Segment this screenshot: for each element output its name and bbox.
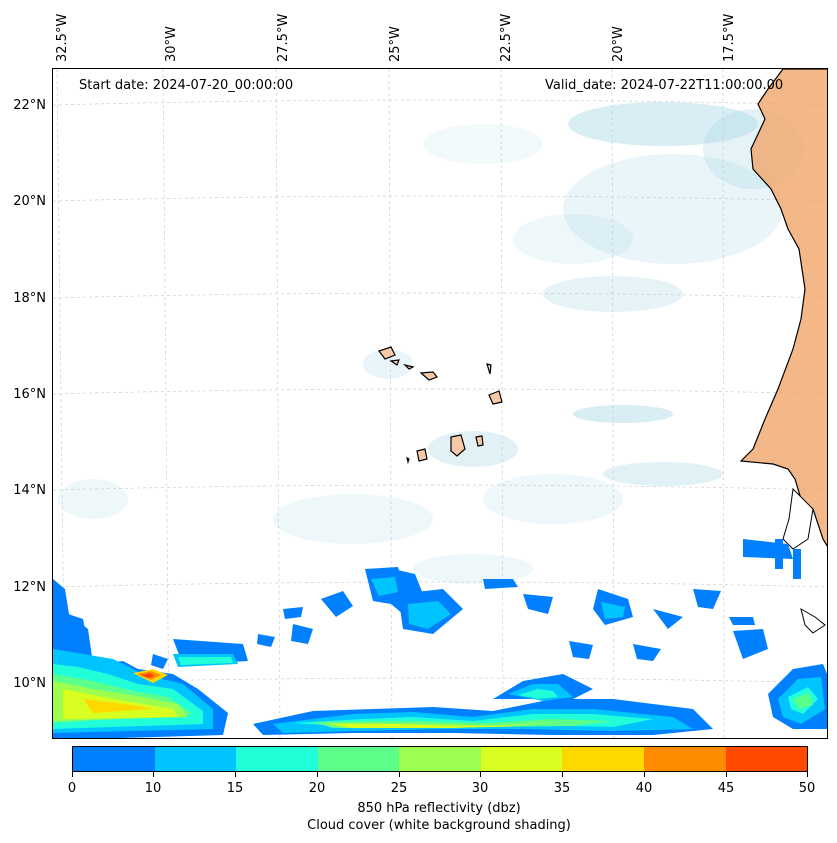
colorbar-title: 850 hPa reflectivity (dbz): [357, 801, 521, 816]
lat-label-22n: 22°N: [13, 98, 46, 113]
cloud-cover-shading: [58, 102, 803, 584]
colorbar-segment-10-15: [154, 747, 237, 771]
colorbar-tick-35: [562, 772, 563, 777]
cape-verde-islands: [378, 346, 503, 465]
lat-label-12n: 12°N: [13, 580, 46, 595]
colorbar-tick-10: [153, 772, 154, 777]
colorbar-label-25: 25: [390, 781, 408, 796]
colorbar-label-40: 40: [635, 781, 653, 796]
colorbar-label-45: 45: [717, 781, 735, 796]
map-panel: [52, 68, 828, 739]
colorbar-label-50: 50: [798, 781, 816, 796]
map-canvas: [53, 69, 827, 738]
colorbar-segment-20-25: [317, 747, 400, 771]
colorbar-label-15: 15: [226, 781, 244, 796]
lon-label-30w: 30°W: [164, 26, 179, 62]
africa-landmass: [739, 69, 827, 634]
colorbar-label-35: 35: [553, 781, 571, 796]
colorbar-tick-40: [644, 772, 645, 777]
lat-label-20n: 20°N: [13, 194, 46, 209]
colorbar-subtitle: Cloud cover (white background shading): [307, 818, 571, 833]
start-date-text: Start date: 2024-07-20_00:00:00: [79, 78, 294, 93]
colorbar-tick-30: [480, 772, 481, 777]
colorbar-tick-15: [235, 772, 236, 777]
lat-label-16n: 16°N: [13, 387, 46, 402]
colorbar-tick-20: [317, 772, 318, 777]
lon-label-22-5w: 22.5°W: [499, 13, 514, 62]
lat-label-14n: 14°N: [13, 483, 46, 498]
lon-label-27-5w: 27.5°W: [276, 13, 291, 62]
colorbar-label-30: 30: [471, 781, 489, 796]
colorbar-segment-40-45: [643, 747, 726, 771]
lat-label-10n: 10°N: [13, 676, 46, 691]
colorbar-tick-25: [399, 772, 400, 777]
colorbar-tick-0: [72, 772, 73, 777]
colorbar-segment-30-35: [480, 747, 563, 771]
colorbar-segment-0-10: [73, 747, 155, 771]
valid-date-text: Valid_date: 2024-07-22T11:00:00.00: [545, 78, 784, 93]
reflectivity-field: [53, 539, 827, 738]
colorbar-label-20: 20: [308, 781, 326, 796]
colorbar-label-0: 0: [67, 781, 77, 796]
colorbar-segment-45-50: [725, 747, 808, 771]
colorbar-label-10: 10: [144, 781, 162, 796]
colorbar-segment-25-30: [399, 747, 481, 771]
colorbar-segment-15-20: [236, 747, 318, 771]
lon-label-17-5w: 17.5°W: [722, 13, 737, 62]
lon-label-25w: 25°W: [388, 26, 403, 62]
lon-label-20w: 20°W: [611, 26, 626, 62]
lon-label-32-5w: 32.5°W: [55, 13, 70, 62]
lat-label-18n: 18°N: [13, 291, 46, 306]
colorbar-segment-35-40: [562, 747, 644, 771]
colorbar-tick-50: [807, 772, 808, 777]
reflectivity-colorbar: [72, 746, 808, 772]
colorbar-tick-45: [726, 772, 727, 777]
